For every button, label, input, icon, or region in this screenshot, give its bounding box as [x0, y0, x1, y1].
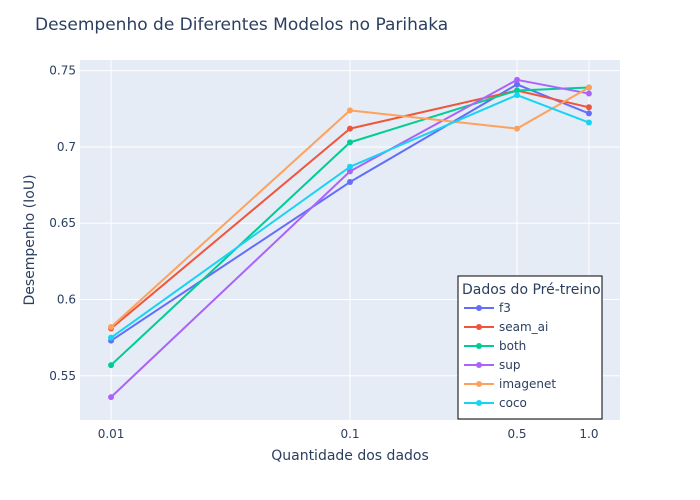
legend-label: sup [499, 358, 520, 372]
legend-item-seam_ai[interactable]: seam_ai [464, 320, 548, 334]
data-point [585, 119, 592, 126]
data-point [514, 125, 521, 132]
legend-swatch-marker [476, 381, 482, 387]
legend-item-sup[interactable]: sup [464, 358, 520, 372]
data-point [108, 362, 115, 369]
legend-label: seam_ai [499, 320, 548, 334]
series-line [110, 89, 590, 330]
data-point [108, 323, 115, 330]
data-point [347, 179, 353, 186]
data-point [585, 90, 592, 97]
legend-swatch-marker [476, 400, 482, 406]
y-tick-label: 0.55 [49, 369, 76, 383]
legend-swatch-marker [476, 362, 482, 368]
data-point [347, 163, 353, 170]
data-point [347, 107, 353, 114]
y-tick-label: 0.7 [57, 140, 76, 154]
series-sup [108, 76, 592, 401]
legend-label: coco [499, 396, 527, 410]
chart-title: Desempenho de Diferentes Modelos no Pari… [35, 15, 448, 35]
y-tick-label: 0.75 [49, 64, 76, 78]
legend-item-both[interactable]: both [464, 339, 526, 353]
legend-label: f3 [499, 301, 511, 315]
legend-box [457, 275, 603, 420]
series-coco [108, 92, 592, 341]
x-axis-label: Quantidade dos dados [271, 448, 429, 464]
series-line [110, 86, 589, 366]
legend-swatch-marker [476, 305, 482, 311]
x-tick-label: 1.0 [579, 427, 598, 441]
x-tick-label: 0.01 [98, 427, 125, 441]
series-line [110, 78, 590, 398]
y-tick-label: 0.65 [49, 216, 76, 230]
legend-label: imagenet [499, 377, 556, 391]
legend-item-coco[interactable]: coco [464, 396, 527, 410]
x-tick-label: 0.1 [340, 427, 359, 441]
data-point [108, 334, 115, 341]
legend-swatch-marker [476, 343, 482, 349]
data-point [514, 76, 521, 83]
legend-swatch-marker [476, 324, 482, 330]
legend-item-imagenet[interactable]: imagenet [464, 377, 556, 391]
data-point [347, 168, 353, 175]
legend-label: both [499, 339, 526, 353]
x-tick-label: 0.5 [507, 427, 526, 441]
data-point [585, 110, 592, 117]
y-axis-label: Desempenho (IoU) [22, 174, 38, 305]
data-point [585, 104, 592, 111]
data-point [585, 84, 592, 91]
data-point [514, 92, 521, 99]
data-point [347, 125, 353, 132]
series-group [108, 76, 592, 401]
legend-item-f3[interactable]: f3 [464, 301, 511, 315]
y-tick-label: 0.6 [57, 292, 76, 306]
series-line [110, 94, 590, 339]
data-point [514, 87, 521, 94]
legend-title: Dados do Pré-treino [462, 282, 601, 298]
data-point [347, 139, 353, 146]
data-point [108, 394, 115, 401]
tick-labels: 0.01 0.1 0.5 1.0 0.55 0.6 0.65 0.7 0.75 [49, 64, 598, 441]
data-point [514, 81, 521, 88]
